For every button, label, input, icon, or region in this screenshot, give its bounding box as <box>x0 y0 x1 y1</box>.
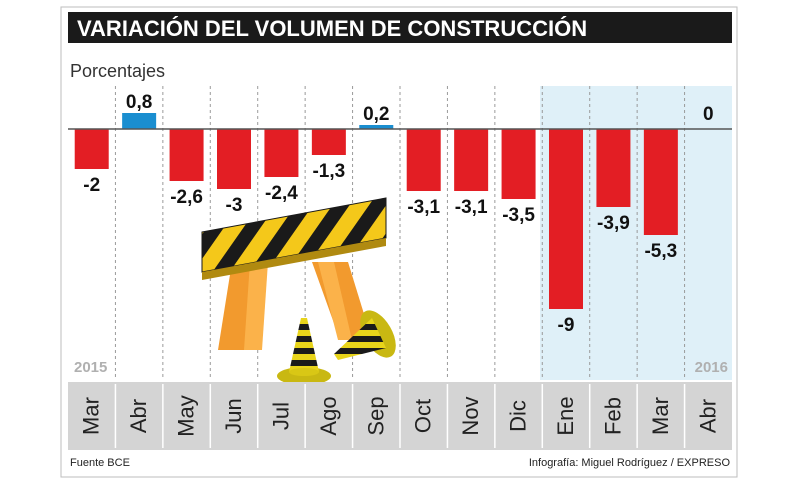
year-label-2016: 2016 <box>695 359 728 376</box>
category-label: Sep <box>363 396 388 435</box>
data-label: -5,3 <box>644 241 677 262</box>
fallen-traffic-cone-icon <box>334 310 396 360</box>
data-label: 0,2 <box>363 104 389 125</box>
credit-note: Infografía: Miguel Rodríguez / EXPRESO <box>529 457 731 469</box>
category-label: Dic <box>506 400 531 432</box>
data-label: -3,9 <box>597 213 630 234</box>
bar <box>454 129 489 191</box>
category-labels: Mar Abr May Jun Jul Ago Sep Oct Nov Dic Ene Feb Mar A… <box>79 395 721 437</box>
data-label: -3 <box>226 195 243 216</box>
category-label: May <box>174 395 199 437</box>
category-label: Ene <box>553 396 578 435</box>
bars <box>74 113 678 309</box>
data-label: -3,1 <box>455 197 488 218</box>
source-note: Fuente BCE <box>70 457 130 469</box>
category-label: Mar <box>648 397 673 435</box>
category-label: Abr <box>126 399 151 433</box>
data-label: -3,1 <box>407 197 440 218</box>
bar <box>74 129 109 169</box>
title-bar <box>68 12 732 43</box>
bar <box>122 113 157 129</box>
y-axis-label: Porcentajes <box>70 61 165 81</box>
chart-title: VARIACIÓN DEL VOLUMEN DE CONSTRUCCIÓN <box>77 16 587 41</box>
data-label: -2 <box>83 175 100 196</box>
bar <box>169 129 204 181</box>
bar <box>217 129 251 189</box>
category-separators <box>114 384 686 448</box>
category-label: Nov <box>458 396 483 435</box>
year-label-2015: 2015 <box>74 359 107 376</box>
data-label: -2,4 <box>265 183 298 204</box>
category-label: Jul <box>268 402 293 430</box>
category-label: Jun <box>221 398 246 433</box>
bar <box>359 125 394 129</box>
data-label: -9 <box>558 315 575 336</box>
category-label: Mar <box>79 397 104 435</box>
value-labels: -2 0,8 -2,6 -3 -2,4 -1,3 0,2 -3,1 -3,1 -3,5 -9 -3,9… <box>83 92 713 336</box>
traffic-cone-icon <box>277 318 331 385</box>
bar <box>501 129 536 199</box>
construction-barrier-icon <box>201 197 387 350</box>
category-label: Oct <box>411 399 436 433</box>
category-label: Feb <box>600 397 625 435</box>
data-label: -2,6 <box>170 187 203 208</box>
category-label: Ago <box>316 396 341 435</box>
bar <box>643 129 678 235</box>
data-label: -1,3 <box>312 161 345 182</box>
bar <box>264 129 299 177</box>
category-label: Abr <box>695 399 720 433</box>
bar <box>596 129 631 207</box>
data-label: -3,5 <box>502 205 535 226</box>
bar <box>406 129 441 191</box>
data-label: 0,8 <box>126 92 152 113</box>
data-label: 0 <box>703 104 714 125</box>
bar <box>549 129 583 309</box>
bar <box>311 129 346 155</box>
